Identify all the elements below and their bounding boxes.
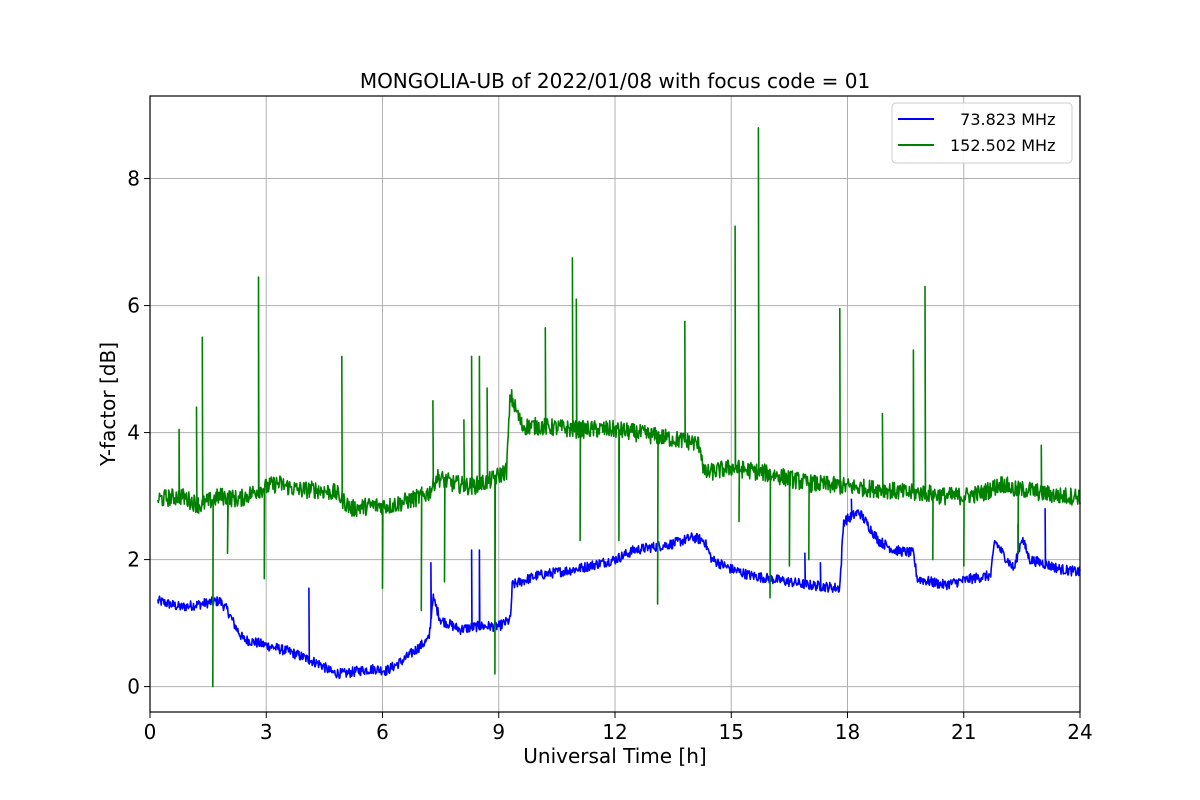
series-line-0 (157, 498, 1081, 680)
y-tick-label: 0 (127, 675, 140, 699)
y-axis: 0 2 4 6 8 (127, 167, 150, 699)
x-tick-label: 0 (144, 720, 157, 744)
x-axis: 0 3 6 9 12 15 18 21 24 (144, 712, 1093, 744)
x-tick-label: 18 (835, 720, 860, 744)
y-tick-label: 2 (127, 548, 140, 572)
y-axis-title: Y-factor [dB] (96, 342, 120, 467)
x-tick-label: 6 (376, 720, 389, 744)
y-tick-label: 4 (127, 421, 140, 445)
series-line-1 (157, 127, 1081, 688)
legend-label-73mhz: 73.823 MHz (950, 110, 1055, 129)
y-tick-label: 6 (127, 294, 140, 318)
x-tick-label: 3 (260, 720, 273, 744)
x-tick-label: 9 (492, 720, 505, 744)
x-tick-label: 12 (602, 720, 627, 744)
legend-box (891, 102, 1073, 164)
y-tick-label: 8 (127, 167, 140, 191)
x-tick-label: 24 (1067, 720, 1092, 744)
x-tick-label: 21 (951, 720, 976, 744)
chart-title: MONGOLIA-UB of 2022/01/08 with focus cod… (360, 69, 870, 93)
x-tick-label: 15 (719, 720, 744, 744)
legend-label-152mhz: 152.502 MHz (950, 136, 1055, 155)
x-axis-title: Universal Time [h] (523, 744, 706, 768)
legend: 73.823 MHz 152.502 MHz (891, 102, 1073, 164)
series-lines (157, 127, 1081, 688)
